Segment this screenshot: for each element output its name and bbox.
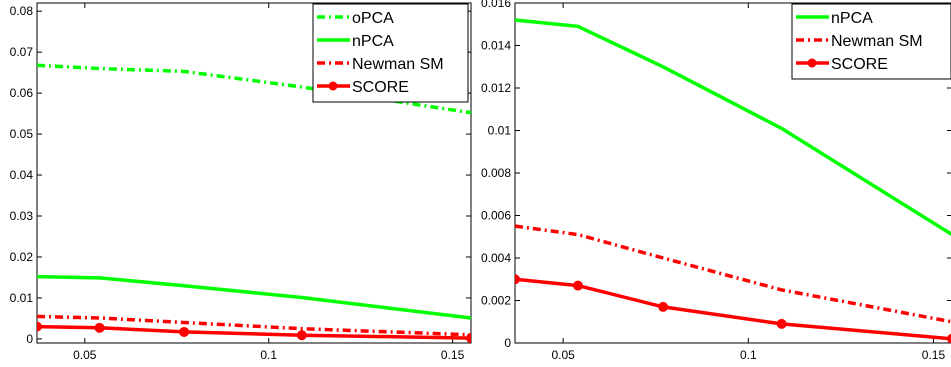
series-line-newman-sm xyxy=(37,314,471,337)
y-tick-label: 0.01 xyxy=(10,291,34,305)
y-tick-label: 0 xyxy=(504,336,511,350)
y-tick-label: 0.002 xyxy=(481,294,511,308)
y-tick-label: 0.03 xyxy=(10,209,34,223)
chart-panel-1: 0 0.01 0.02 0.03 0.04 0.05 0.06 0.07 0.08 0.05 0.1… xyxy=(10,2,472,362)
data-point-score xyxy=(515,274,520,285)
legend-label-score: SCORE xyxy=(352,79,409,96)
legend-label-score: SCORE xyxy=(831,56,888,73)
x-tick-label: 0.1 xyxy=(260,348,277,362)
y-tick-label: 0.008 xyxy=(481,166,511,180)
data-point-score xyxy=(466,333,471,343)
series-line-npca xyxy=(37,274,471,320)
y-tick-label: 0.04 xyxy=(10,168,34,182)
y-tick-label: 0.08 xyxy=(10,4,34,18)
data-point-score xyxy=(296,330,307,341)
y-tick-label: 0.07 xyxy=(10,45,34,59)
series-line-npca xyxy=(515,18,951,237)
y-tick-label: 0.014 xyxy=(481,39,511,53)
series-line-newman-sm xyxy=(515,224,951,324)
series-group xyxy=(515,18,951,343)
legend-marker-score xyxy=(328,81,338,91)
chart-panel-2: 0 0.002 0.004 0.006 0.008 0.01 0.012 0.014 0.016… xyxy=(481,0,951,362)
y-tick-label: 0.06 xyxy=(10,86,34,100)
y-tick-label: 0.004 xyxy=(481,251,511,265)
legend: nPCA Newman SM SCORE xyxy=(791,3,951,80)
y-tick-label: 0.016 xyxy=(481,0,511,10)
data-point-score xyxy=(572,280,583,291)
x-tick-label: 0.05 xyxy=(73,348,97,362)
data-point-score xyxy=(776,318,787,329)
y-tick-label: 0.006 xyxy=(481,209,511,223)
x-tick-label: 0.05 xyxy=(551,348,575,362)
series-group xyxy=(37,63,471,343)
data-point-score xyxy=(37,321,42,332)
legend-label-opca: oPCA xyxy=(352,10,394,27)
data-point-score xyxy=(947,333,951,343)
legend-marker-score xyxy=(807,58,817,68)
data-point-score xyxy=(658,301,669,312)
x-tick-label: 0.15 xyxy=(441,348,465,362)
y-tick-label: 0.01 xyxy=(488,124,512,138)
data-point-score xyxy=(179,326,190,337)
plot-area-frame xyxy=(36,2,472,344)
x-tick-label: 0.15 xyxy=(922,348,946,362)
legend-label-npca: nPCA xyxy=(352,33,394,50)
y-tick-label: 0.05 xyxy=(10,127,34,141)
series-line-opca xyxy=(37,63,471,115)
x-tick-label: 0.1 xyxy=(740,348,757,362)
y-tick-label: 0.02 xyxy=(10,250,34,264)
y-tick-label: 0.012 xyxy=(481,81,511,95)
y-tick-label: 0 xyxy=(26,332,33,346)
legend: oPCA nPCA Newman SM SCORE xyxy=(312,3,469,103)
legend-label-newman-sm: Newman SM xyxy=(831,33,923,50)
legend-label-newman-sm: Newman SM xyxy=(352,56,444,73)
legend-label-npca: nPCA xyxy=(831,10,873,27)
data-point-score xyxy=(94,322,105,333)
